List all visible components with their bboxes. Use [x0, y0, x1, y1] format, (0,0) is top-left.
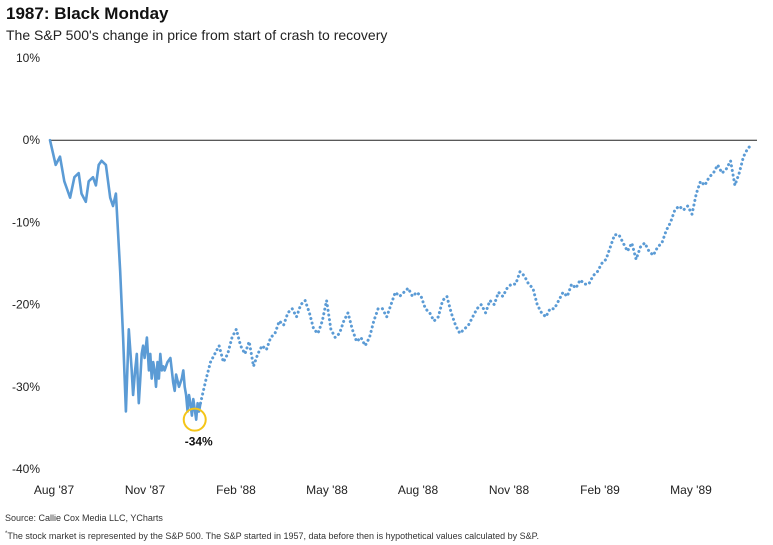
y-tick-label: -10% [12, 215, 40, 229]
footnote-marker: * [5, 531, 8, 537]
x-tick-label: Aug '87 [34, 483, 75, 497]
source-note: Source: Callie Cox Media LLC, YCharts [5, 513, 163, 523]
trough-marker-circle [182, 407, 207, 432]
x-tick-label: Nov '87 [125, 483, 166, 497]
x-tick-label: May '89 [670, 483, 712, 497]
series-line-crash [48, 138, 202, 422]
chart-title: 1987: Black Monday [6, 4, 169, 23]
x-tick-label: May '88 [306, 483, 348, 497]
y-tick-label: -20% [12, 298, 40, 312]
x-tick-label: Feb '89 [580, 483, 620, 497]
x-tick-label: Aug '88 [398, 483, 439, 497]
x-axis: Aug '87 Nov '87 Feb '88 May '88 Aug '88 Nov '… [34, 483, 712, 497]
y-tick-label: -30% [12, 380, 40, 394]
y-tick-label: -40% [12, 462, 40, 476]
y-axis: 10% 0% -10% -20% -30% -40% [12, 51, 40, 476]
x-tick-label: Nov '88 [489, 483, 530, 497]
y-tick-label: 0% [23, 133, 41, 147]
chart-subtitle: The S&P 500's change in price from start… [6, 27, 388, 43]
annotations: -34% [182, 407, 213, 449]
footnote: *The stock market is represented by the … [5, 531, 539, 541]
series-group [48, 138, 754, 422]
x-tick-label: Feb '88 [216, 483, 256, 497]
trough-label: -34% [185, 435, 213, 449]
y-tick-label: 10% [16, 51, 40, 65]
footnote-text: The stock market is represented by the S… [7, 531, 539, 541]
series-line-recovery [199, 142, 754, 405]
